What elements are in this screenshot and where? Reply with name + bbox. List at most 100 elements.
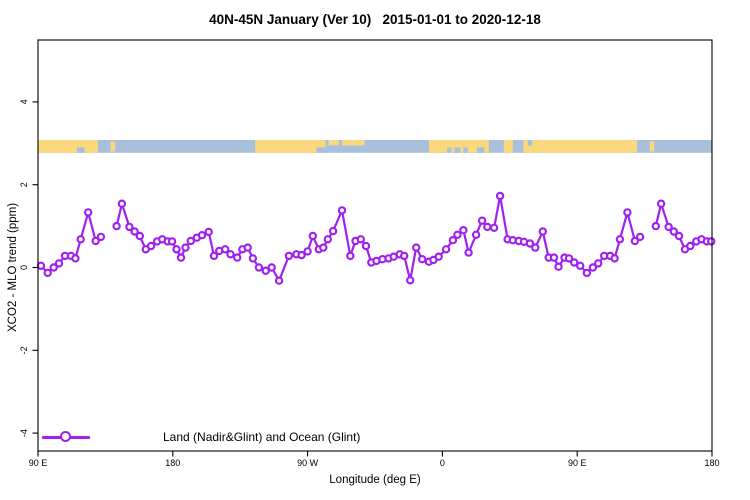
data-point-marker <box>243 243 252 252</box>
x-axis-label: Longitude (deg E) <box>329 474 421 486</box>
data-point-marker <box>346 251 355 261</box>
data-point-marker <box>674 231 684 241</box>
data-point-marker <box>135 231 144 241</box>
data-point-marker <box>549 253 559 262</box>
data-point-marker <box>36 261 46 270</box>
map-strip-inlet <box>76 147 85 153</box>
data-point-marker <box>248 254 258 263</box>
data-point-marker <box>130 227 139 236</box>
map-strip-land <box>523 139 638 153</box>
data-point-marker <box>582 268 592 278</box>
data-point-marker <box>308 231 317 241</box>
data-point-marker <box>176 253 186 262</box>
chart-title: 40N-45N January (Ver 10) 2015-01-01 to 2… <box>209 12 541 27</box>
data-point-marker <box>400 251 409 261</box>
data-point-marker <box>181 243 190 252</box>
data-point-marker <box>209 251 219 261</box>
data-point-marker <box>630 236 640 246</box>
map-strip-inlet <box>476 147 485 153</box>
plot-border <box>37 39 713 452</box>
y-axis-label: XCO2 - MLO trend (ppm) <box>7 202 19 332</box>
data-point-marker <box>303 247 312 256</box>
data-point-marker <box>564 254 574 263</box>
y-axis-tick-label: 2 <box>19 182 29 187</box>
data-point-marker <box>483 222 492 232</box>
data-point-marker <box>489 223 499 232</box>
data-point-marker <box>146 241 156 251</box>
data-point-marker <box>71 254 80 263</box>
data-point-marker <box>453 230 462 239</box>
legend-marker-icon <box>60 431 71 442</box>
data-point-marker <box>297 250 306 260</box>
map-strip-inlet <box>527 139 533 146</box>
data-point-marker <box>448 235 458 245</box>
data-point-marker <box>669 227 679 236</box>
y-axis-tick-label: -4 <box>19 429 29 437</box>
data-point-marker <box>267 263 276 272</box>
data-point-marker <box>656 199 666 208</box>
data-point-marker <box>495 191 505 201</box>
data-point-marker <box>172 245 181 254</box>
map-strip-island <box>110 141 116 152</box>
data-point-marker <box>477 216 487 225</box>
data-point-marker <box>525 239 535 248</box>
map-strip-inlet <box>463 147 468 153</box>
data-point-marker <box>204 227 213 237</box>
data-point-marker <box>588 263 598 272</box>
data-point-marker <box>83 208 93 217</box>
data-point-marker <box>651 221 661 231</box>
data-point-marker <box>284 251 294 261</box>
data-point-marker <box>54 259 64 268</box>
x-axis-tick-label: 180 <box>165 458 180 468</box>
map-strip-inlet <box>446 147 452 153</box>
data-point-marker <box>356 235 365 244</box>
data-point-marker <box>471 230 481 239</box>
data-point-marker <box>554 262 563 271</box>
data-point-marker <box>610 254 619 263</box>
data-point-marker <box>464 248 473 257</box>
data-point-marker <box>186 236 195 246</box>
data-point-marker <box>664 222 673 232</box>
data-point-marker <box>43 268 52 278</box>
y-axis-tick-label: 4 <box>19 99 29 104</box>
map-strip-island <box>649 141 655 152</box>
data-point-marker <box>418 255 427 264</box>
data-point-marker <box>434 252 443 261</box>
data-point-marker <box>76 235 85 244</box>
data-point-marker <box>261 266 270 275</box>
data-point-marker <box>635 232 645 242</box>
data-point-marker <box>274 276 284 285</box>
data-point-marker <box>125 222 134 232</box>
data-point-marker <box>49 263 58 272</box>
y-axis-tick-label: 0 <box>19 265 29 270</box>
data-point-marker <box>441 245 451 254</box>
data-point-marker <box>323 235 332 244</box>
x-axis-tick-label: 90 E <box>568 458 587 468</box>
map-strip-land <box>38 139 98 153</box>
data-point-marker <box>220 245 230 254</box>
data-point-marker <box>117 199 127 208</box>
data-point-marker <box>96 232 106 242</box>
data-point-marker <box>538 227 548 236</box>
data-point-marker <box>254 263 264 272</box>
map-strip-inlet <box>454 147 461 153</box>
y-axis-tick-label: -2 <box>19 346 29 354</box>
data-point-marker <box>686 241 695 251</box>
data-point-marker <box>459 225 468 235</box>
data-point-marker <box>319 243 328 252</box>
data-point-marker <box>576 261 585 270</box>
x-axis-tick-label: 90 E <box>29 458 48 468</box>
map-strip-coast-land <box>342 139 365 146</box>
data-point-marker <box>361 241 371 251</box>
map-strip-land <box>503 139 513 153</box>
data-point-marker <box>328 226 338 236</box>
data-point-marker <box>91 236 100 246</box>
data-point-marker <box>531 243 540 252</box>
data-point-marker <box>707 237 716 246</box>
x-axis-tick-label: 0 <box>440 458 445 468</box>
data-point-marker <box>615 235 625 244</box>
data-point-marker <box>623 208 632 217</box>
data-point-marker <box>412 243 421 252</box>
data-point-marker <box>406 276 415 285</box>
